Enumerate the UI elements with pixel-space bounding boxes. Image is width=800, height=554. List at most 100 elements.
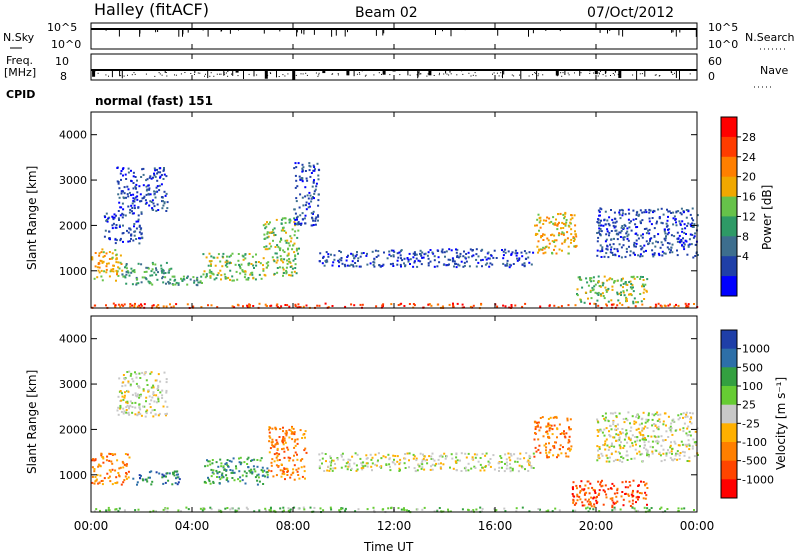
data-cell-5 <box>527 469 530 472</box>
data-cell-0 <box>109 470 112 473</box>
data-cell-6 <box>553 446 556 449</box>
data-cell-8 <box>440 250 443 253</box>
data-cell-9 <box>547 239 550 242</box>
data-cell-5 <box>471 456 474 459</box>
data-cell-5 <box>508 456 511 459</box>
data-cell-9 <box>390 507 392 510</box>
data-cell-4 <box>139 393 142 396</box>
data-cell-4 <box>138 372 141 375</box>
data-cell-9 <box>177 509 180 512</box>
data-cell-2 <box>222 466 225 469</box>
data-cell-7 <box>310 200 313 203</box>
data-cell-8 <box>613 445 616 448</box>
data-cell-12 <box>280 305 283 308</box>
data-cell-9 <box>209 506 212 509</box>
data-cell-2 <box>126 185 129 188</box>
data-cell-12 <box>685 306 688 309</box>
data-cell-9 <box>557 234 560 237</box>
data-cell-5 <box>215 277 218 280</box>
data-cell-11 <box>673 215 676 218</box>
data-cell-11 <box>671 251 674 254</box>
data-cell-11 <box>621 212 624 215</box>
data-cell-8 <box>443 251 446 254</box>
data-cell-11 <box>653 227 656 230</box>
data-cell-5 <box>513 453 516 456</box>
data-cell-7 <box>312 219 315 222</box>
data-cell-6 <box>545 449 547 452</box>
data-cell-2 <box>230 460 233 463</box>
data-cell-12 <box>155 305 158 308</box>
data-cell-0 <box>105 268 108 271</box>
data-cell-7 <box>305 208 308 211</box>
data-cell-8 <box>465 260 468 263</box>
data-cell-8 <box>433 259 436 262</box>
data-cell-5 <box>370 458 373 461</box>
data-cell-8 <box>673 440 676 443</box>
data-cell-8 <box>609 435 612 438</box>
data-cell-8 <box>601 431 604 434</box>
data-cell-6 <box>542 435 545 438</box>
data-cell-7 <box>589 502 592 505</box>
data-cell-2 <box>138 185 141 188</box>
data-cell-8 <box>451 260 454 263</box>
data-cell-7 <box>298 175 301 178</box>
data-cell-11 <box>652 255 655 258</box>
data-cell-1 <box>150 470 153 473</box>
data-cell-2 <box>228 459 231 462</box>
data-cell-0 <box>93 277 96 280</box>
data-cell-8 <box>504 264 507 267</box>
data-cell-9 <box>558 248 561 251</box>
data-cell-12 <box>140 303 142 306</box>
data-cell-12 <box>210 304 213 307</box>
data-cell-1 <box>171 483 174 486</box>
data-cell-6 <box>549 416 552 419</box>
data-cell-3 <box>281 472 284 475</box>
data-cell-8 <box>403 262 405 265</box>
data-cell-0 <box>115 261 118 264</box>
data-cell-3 <box>274 426 277 429</box>
data-cell-11 <box>598 224 600 227</box>
data-cell-1 <box>147 476 150 479</box>
data-cell-8 <box>660 444 663 447</box>
data-cell-2 <box>218 482 221 485</box>
data-cell-7 <box>646 503 648 506</box>
data-cell-7 <box>294 174 297 177</box>
data-cell-7 <box>630 493 633 496</box>
data-cell-5 <box>347 465 350 468</box>
nave-dot <box>210 72 212 74</box>
data-cell-8 <box>330 253 332 256</box>
data-cell-2 <box>131 207 134 209</box>
data-cell-9 <box>423 506 426 509</box>
data-cell-5 <box>205 273 208 276</box>
data-cell-6 <box>537 424 539 427</box>
data-cell-2 <box>148 176 151 179</box>
data-cell-3 <box>270 464 273 467</box>
data-cell-0 <box>109 480 112 483</box>
data-cell-7 <box>639 492 641 494</box>
data-cell-9 <box>447 508 449 511</box>
colorbar-swatch <box>721 386 737 406</box>
data-cell-11 <box>612 221 615 224</box>
data-cell-7 <box>295 166 298 169</box>
nave-dot <box>654 74 656 76</box>
data-cell-2 <box>130 204 133 207</box>
data-cell-8 <box>489 262 492 265</box>
data-cell-8 <box>643 427 645 430</box>
data-cell-3 <box>145 270 148 273</box>
data-cell-4 <box>145 410 148 413</box>
data-cell-5 <box>499 455 502 458</box>
data-cell-3 <box>140 281 143 284</box>
data-cell-5 <box>229 278 231 281</box>
data-cell-3 <box>289 476 292 479</box>
data-cell-11 <box>664 252 667 255</box>
data-cell-6 <box>266 221 268 224</box>
data-cell-11 <box>692 236 695 239</box>
data-cell-8 <box>373 261 376 264</box>
data-cell-2 <box>132 187 135 190</box>
data-cell-3 <box>271 438 274 441</box>
data-cell-3 <box>268 428 271 431</box>
data-cell-4 <box>139 408 142 411</box>
data-cell-7 <box>637 496 640 499</box>
data-cell-8 <box>449 258 452 261</box>
data-cell-8 <box>621 460 624 463</box>
